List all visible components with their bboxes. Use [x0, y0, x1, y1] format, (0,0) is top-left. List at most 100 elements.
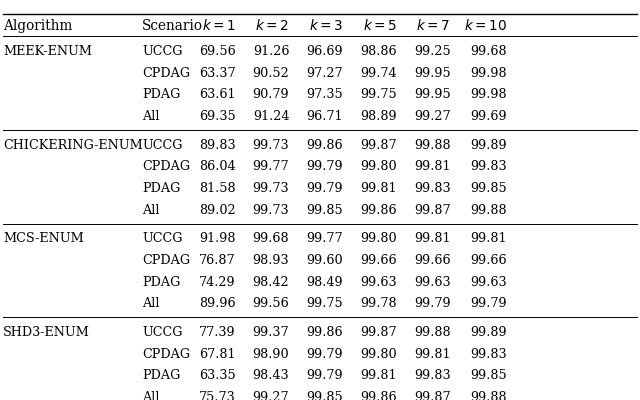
- Text: 99.68: 99.68: [253, 232, 289, 246]
- Text: All: All: [142, 297, 159, 310]
- Text: $k=1$: $k=1$: [202, 18, 236, 34]
- Text: 76.87: 76.87: [199, 254, 236, 267]
- Text: CPDAG: CPDAG: [142, 160, 190, 174]
- Text: 69.35: 69.35: [199, 110, 236, 123]
- Text: 91.98: 91.98: [199, 232, 236, 246]
- Text: 99.60: 99.60: [307, 254, 343, 267]
- Text: 96.69: 96.69: [307, 45, 343, 58]
- Text: 99.63: 99.63: [360, 276, 397, 289]
- Text: 99.88: 99.88: [470, 204, 507, 217]
- Text: $k=2$: $k=2$: [255, 18, 289, 34]
- Text: 99.87: 99.87: [414, 391, 451, 400]
- Text: 99.73: 99.73: [253, 182, 289, 195]
- Text: 90.52: 90.52: [253, 67, 289, 80]
- Text: Algorithm: Algorithm: [3, 19, 72, 33]
- Text: 99.69: 99.69: [470, 110, 507, 123]
- Text: 99.87: 99.87: [360, 139, 397, 152]
- Text: $k=7$: $k=7$: [417, 18, 451, 34]
- Text: 99.78: 99.78: [360, 297, 397, 310]
- Text: 99.80: 99.80: [360, 348, 397, 361]
- Text: 99.85: 99.85: [470, 182, 507, 195]
- Text: 99.73: 99.73: [253, 139, 289, 152]
- Text: 99.66: 99.66: [360, 254, 397, 267]
- Text: 74.29: 74.29: [199, 276, 236, 289]
- Text: 97.27: 97.27: [307, 67, 343, 80]
- Text: 99.80: 99.80: [360, 232, 397, 246]
- Text: 99.86: 99.86: [360, 204, 397, 217]
- Text: 63.35: 63.35: [199, 369, 236, 382]
- Text: 97.35: 97.35: [307, 88, 343, 102]
- Text: All: All: [142, 204, 159, 217]
- Text: 98.90: 98.90: [253, 348, 289, 361]
- Text: UCCG: UCCG: [142, 232, 182, 246]
- Text: 98.86: 98.86: [360, 45, 397, 58]
- Text: 99.83: 99.83: [414, 369, 451, 382]
- Text: 99.81: 99.81: [414, 160, 451, 174]
- Text: 98.49: 98.49: [307, 276, 343, 289]
- Text: 99.75: 99.75: [360, 88, 397, 102]
- Text: 99.27: 99.27: [414, 110, 451, 123]
- Text: 63.61: 63.61: [199, 88, 236, 102]
- Text: 99.63: 99.63: [470, 276, 507, 289]
- Text: 99.95: 99.95: [414, 67, 451, 80]
- Text: 86.04: 86.04: [199, 160, 236, 174]
- Text: 99.81: 99.81: [360, 182, 397, 195]
- Text: Scenario: Scenario: [142, 19, 203, 33]
- Text: CPDAG: CPDAG: [142, 67, 190, 80]
- Text: CPDAG: CPDAG: [142, 254, 190, 267]
- Text: All: All: [142, 391, 159, 400]
- Text: 99.37: 99.37: [253, 326, 289, 339]
- Text: MCS-ENUM: MCS-ENUM: [3, 232, 84, 246]
- Text: 99.81: 99.81: [360, 369, 397, 382]
- Text: 99.75: 99.75: [307, 297, 343, 310]
- Text: 99.68: 99.68: [470, 45, 507, 58]
- Text: 99.87: 99.87: [360, 326, 397, 339]
- Text: 98.89: 98.89: [360, 110, 397, 123]
- Text: 91.26: 91.26: [253, 45, 289, 58]
- Text: PDAG: PDAG: [142, 182, 180, 195]
- Text: 99.98: 99.98: [470, 67, 507, 80]
- Text: 99.81: 99.81: [470, 232, 507, 246]
- Text: 99.79: 99.79: [307, 182, 343, 195]
- Text: 99.88: 99.88: [414, 326, 451, 339]
- Text: 99.79: 99.79: [307, 369, 343, 382]
- Text: 99.79: 99.79: [307, 348, 343, 361]
- Text: 89.02: 89.02: [199, 204, 236, 217]
- Text: 99.56: 99.56: [253, 297, 289, 310]
- Text: $k=5$: $k=5$: [363, 18, 397, 34]
- Text: 99.66: 99.66: [470, 254, 507, 267]
- Text: 77.39: 77.39: [199, 326, 236, 339]
- Text: 99.73: 99.73: [253, 204, 289, 217]
- Text: 91.24: 91.24: [253, 110, 289, 123]
- Text: 63.37: 63.37: [199, 67, 236, 80]
- Text: CHICKERING-ENUM: CHICKERING-ENUM: [3, 139, 143, 152]
- Text: 99.25: 99.25: [414, 45, 451, 58]
- Text: 99.86: 99.86: [307, 326, 343, 339]
- Text: UCCG: UCCG: [142, 139, 182, 152]
- Text: 99.98: 99.98: [470, 88, 507, 102]
- Text: 99.79: 99.79: [307, 160, 343, 174]
- Text: 98.42: 98.42: [253, 276, 289, 289]
- Text: 75.73: 75.73: [199, 391, 236, 400]
- Text: 99.85: 99.85: [307, 391, 343, 400]
- Text: MEEK-ENUM: MEEK-ENUM: [3, 45, 92, 58]
- Text: 99.95: 99.95: [414, 88, 451, 102]
- Text: 99.80: 99.80: [360, 160, 397, 174]
- Text: 99.77: 99.77: [307, 232, 343, 246]
- Text: 89.83: 89.83: [199, 139, 236, 152]
- Text: 96.71: 96.71: [307, 110, 343, 123]
- Text: 99.88: 99.88: [470, 391, 507, 400]
- Text: 67.81: 67.81: [199, 348, 236, 361]
- Text: 99.88: 99.88: [414, 139, 451, 152]
- Text: 90.79: 90.79: [253, 88, 289, 102]
- Text: 81.58: 81.58: [199, 182, 236, 195]
- Text: 99.89: 99.89: [470, 326, 507, 339]
- Text: UCCG: UCCG: [142, 45, 182, 58]
- Text: 99.85: 99.85: [307, 204, 343, 217]
- Text: 99.77: 99.77: [253, 160, 289, 174]
- Text: 99.85: 99.85: [470, 369, 507, 382]
- Text: $k=3$: $k=3$: [309, 18, 343, 34]
- Text: PDAG: PDAG: [142, 88, 180, 102]
- Text: 99.81: 99.81: [414, 348, 451, 361]
- Text: PDAG: PDAG: [142, 276, 180, 289]
